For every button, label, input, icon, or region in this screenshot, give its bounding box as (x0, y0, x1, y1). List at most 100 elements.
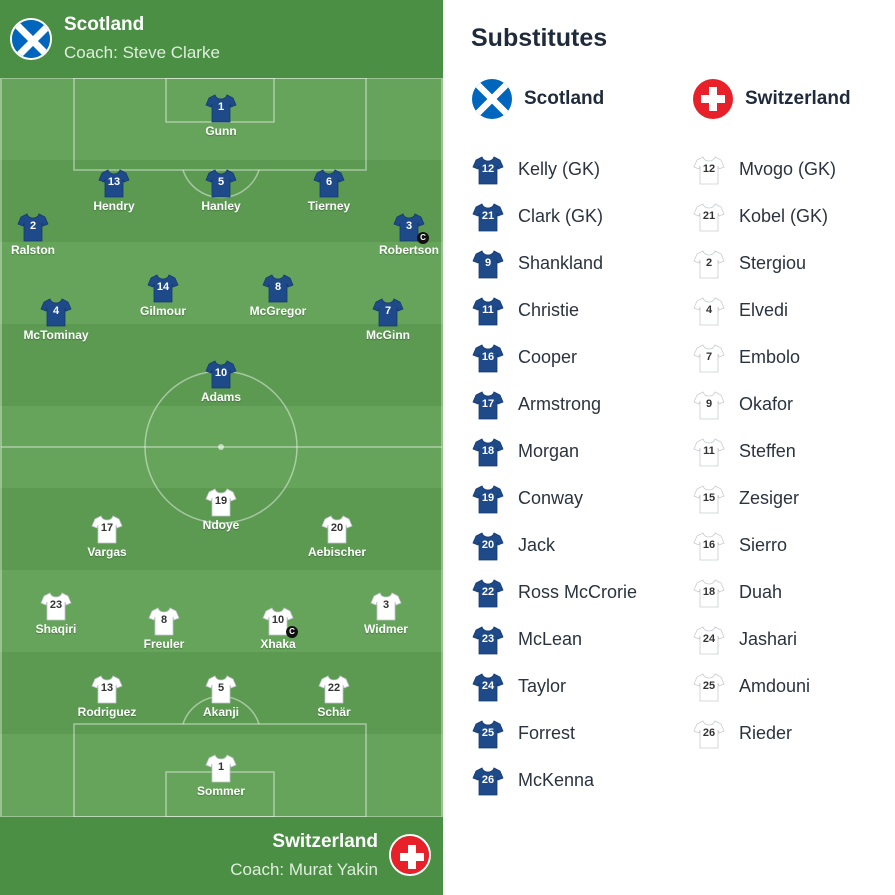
shirt-icon: 5 (205, 168, 237, 198)
home-player[interactable]: 3 C Robertson (359, 212, 443, 257)
away-player[interactable]: 23 Shaqiri (6, 591, 106, 636)
away-player[interactable]: 19 Ndoye (171, 487, 271, 532)
shirt-icon: 25 (693, 672, 725, 702)
substitute-number: 21 (702, 209, 716, 222)
substitute-row[interactable]: 18 Morgan (472, 428, 637, 475)
shirt-icon: 18 (472, 437, 504, 467)
home-player[interactable]: 4 McTominay (6, 297, 106, 342)
shirt-icon: 12 (693, 155, 725, 185)
home-player[interactable]: 6 Tierney (279, 168, 379, 213)
shirt-icon: 23 (472, 625, 504, 655)
home-player[interactable]: 7 McGinn (338, 297, 438, 342)
substitute-row[interactable]: 16 Cooper (472, 334, 637, 381)
scotland-flag-icon (472, 79, 512, 119)
substitute-row[interactable]: 20 Jack (472, 522, 637, 569)
substitute-row[interactable]: 21 Kobel (GK) (693, 193, 836, 240)
substitute-name: Taylor (518, 676, 567, 696)
player-name: Schär (317, 705, 351, 719)
substitute-row[interactable]: 12 Kelly (GK) (472, 146, 637, 193)
away-player[interactable]: 1 Sommer (171, 753, 271, 798)
substitutes-panel: Substitutes Scotland Switzerland 12 Kelly… (443, 0, 895, 895)
substitute-row[interactable]: 18 Duah (693, 569, 836, 616)
home-player[interactable]: 10 Adams (171, 359, 271, 404)
substitute-number: 26 (481, 773, 495, 786)
substitute-name: Steffen (739, 441, 796, 461)
home-team-name: Scotland (64, 14, 145, 35)
substitute-row[interactable]: 11 Christie (472, 287, 637, 334)
substitute-row[interactable]: 25 Amdouni (693, 663, 836, 710)
shirt-icon: 1 (205, 93, 237, 123)
away-player[interactable]: 20 Aebischer (287, 514, 387, 559)
substitute-row[interactable]: 9 Okafor (693, 381, 836, 428)
substitute-row[interactable]: 26 McKenna (472, 757, 637, 804)
away-player[interactable]: 3 Widmer (336, 591, 436, 636)
substitute-name: Jack (518, 535, 556, 555)
pitch: Scotland Coach: Steve Clarke Switzerland… (0, 0, 443, 895)
substitute-name: Amdouni (739, 676, 811, 696)
substitute-row[interactable]: 16 Sierro (693, 522, 836, 569)
home-player[interactable]: 2 Ralston (0, 212, 83, 257)
away-player[interactable]: 17 Vargas (57, 514, 157, 559)
pitch-stripe (0, 570, 443, 652)
player-number: 10 (271, 614, 285, 626)
player-name: Aebischer (307, 545, 367, 559)
substitute-name: Stergiou (739, 253, 807, 273)
substitute-number: 25 (481, 726, 495, 739)
substitute-row[interactable]: 7 Embolo (693, 334, 836, 381)
shirt-icon: 3 (370, 591, 402, 621)
substitute-name: McLean (518, 629, 583, 649)
away-player[interactable]: 10 C Xhaka (228, 606, 328, 651)
substitute-row[interactable]: 24 Taylor (472, 663, 637, 710)
shirt-icon: 7 (693, 343, 725, 373)
player-number: 6 (325, 176, 333, 188)
substitute-row[interactable]: 21 Clark (GK) (472, 193, 637, 240)
shirt-icon: 8 (148, 606, 180, 636)
away-player[interactable]: 22 Schär (284, 674, 384, 719)
player-number: 3 (405, 220, 413, 232)
shirt-icon: 14 (147, 273, 179, 303)
player-name: Adams (200, 390, 241, 404)
substitute-row[interactable]: 12 Mvogo (GK) (693, 146, 836, 193)
subs-home-list: 12 Kelly (GK) 21 Clark (GK) 9 Shankland 11 Chri… (472, 146, 637, 804)
away-player[interactable]: 13 Rodriguez (57, 674, 157, 719)
shirt-icon: 25 (472, 719, 504, 749)
home-team-header (0, 0, 443, 78)
shirt-icon: 4 (40, 297, 72, 327)
player-name: Xhaka (260, 637, 296, 651)
home-player[interactable]: 13 Hendry (64, 168, 164, 213)
shirt-icon: 8 (262, 273, 294, 303)
substitute-row[interactable]: 2 Stergiou (693, 240, 836, 287)
substitute-row[interactable]: 23 McLean (472, 616, 637, 663)
substitute-number: 26 (702, 726, 716, 739)
home-player[interactable]: 5 Hanley (171, 168, 271, 213)
substitute-number: 7 (705, 350, 713, 363)
subs-home-header: Scotland (472, 78, 604, 120)
substitute-row[interactable]: 25 Forrest (472, 710, 637, 757)
substitute-row[interactable]: 22 Ross McCrorie (472, 569, 637, 616)
substitute-row[interactable]: 9 Shankland (472, 240, 637, 287)
substitute-row[interactable]: 26 Rieder (693, 710, 836, 757)
player-number: 3 (382, 599, 390, 611)
home-player[interactable]: 8 McGregor (228, 273, 328, 318)
substitute-number: 18 (481, 444, 495, 457)
substitute-number: 11 (482, 303, 494, 316)
shirt-icon: 9 (472, 249, 504, 279)
substitute-row[interactable]: 4 Elvedi (693, 287, 836, 334)
substitute-row[interactable]: 15 Zesiger (693, 475, 836, 522)
substitute-number: 23 (481, 632, 495, 645)
home-player[interactable]: 1 Gunn (171, 93, 271, 138)
substitute-row[interactable]: 11 Steffen (693, 428, 836, 475)
substitute-row[interactable]: 19 Conway (472, 475, 637, 522)
substitute-number: 12 (481, 162, 495, 175)
shirt-icon: 26 (693, 719, 725, 749)
shirt-icon: 17 (91, 514, 123, 544)
substitute-row[interactable]: 24 Jashari (693, 616, 836, 663)
substitute-name: Conway (518, 488, 584, 508)
shirt-icon: 12 (472, 155, 504, 185)
player-name: Ndoye (202, 518, 240, 532)
away-player[interactable]: 8 Freuler (114, 606, 214, 651)
away-player[interactable]: 5 Akanji (171, 674, 271, 719)
home-player[interactable]: 14 Gilmour (113, 273, 213, 318)
substitute-name: Clark (GK) (518, 206, 603, 226)
substitute-row[interactable]: 17 Armstrong (472, 381, 637, 428)
